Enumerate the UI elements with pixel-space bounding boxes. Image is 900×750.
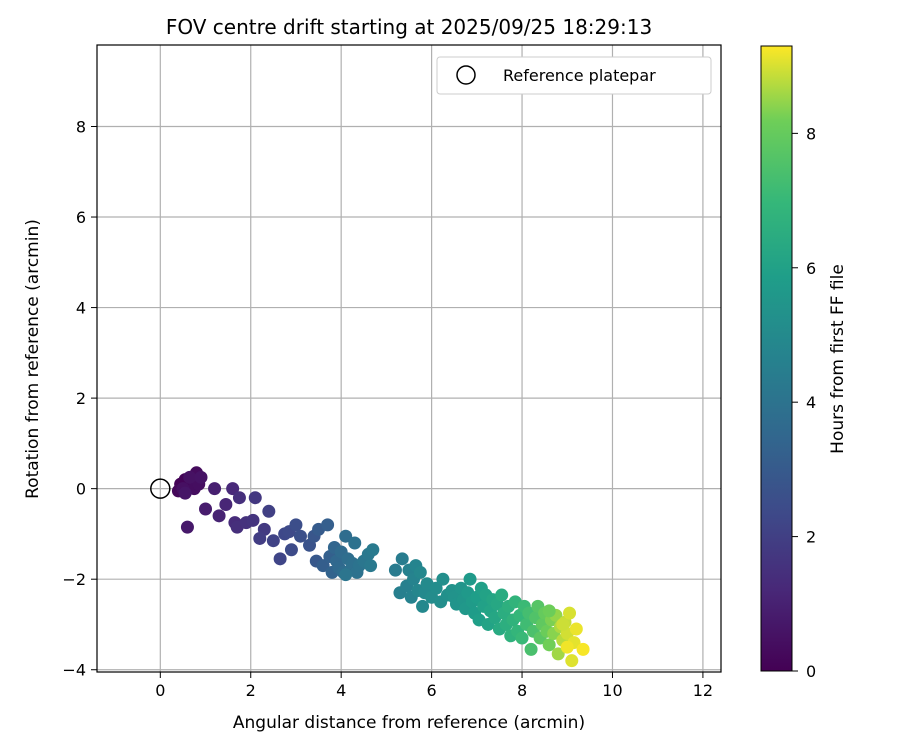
data-point — [284, 543, 298, 557]
data-point — [321, 518, 335, 532]
y-tick-label: 0 — [76, 480, 86, 499]
data-point — [395, 552, 409, 566]
data-point — [262, 504, 276, 518]
y-tick-label: 8 — [76, 117, 86, 136]
reference-marker-layer — [150, 478, 171, 499]
colorbar-gradient — [760, 45, 793, 672]
colorbar-tick-label: 6 — [806, 259, 816, 278]
data-point — [542, 604, 556, 618]
legend-entry-reference: Reference platepar — [503, 66, 656, 85]
colorbar-tick-label: 2 — [806, 528, 816, 547]
chart-title: FOV centre drift starting at 2025/09/25 … — [166, 15, 652, 39]
colorbar-tick-label: 0 — [806, 662, 816, 681]
y-tick-label: 6 — [76, 208, 86, 227]
data-point — [569, 622, 583, 636]
data-point — [339, 568, 353, 582]
data-point — [576, 642, 590, 656]
data-point — [565, 654, 579, 668]
plot-frame — [96, 44, 722, 673]
grid — [97, 45, 721, 672]
data-point — [293, 529, 307, 543]
legend-box — [436, 56, 712, 95]
data-point — [194, 470, 208, 484]
data-point — [413, 565, 427, 579]
data-point — [219, 497, 233, 511]
data-point — [253, 531, 267, 545]
y-tick-label: −2 — [62, 570, 86, 589]
data-point — [495, 588, 509, 602]
colorbar-tick-label: 4 — [806, 393, 816, 412]
data-point — [246, 513, 260, 527]
x-tick-label: 10 — [602, 681, 622, 700]
x-axis-label: Angular distance from reference (arcmin) — [233, 713, 585, 733]
data-point — [180, 520, 194, 534]
data-point — [556, 617, 570, 631]
colorbar-ticks: 0 2 4 6 8 — [792, 124, 816, 681]
data-point — [388, 563, 402, 577]
data-point — [551, 647, 565, 661]
data-point — [273, 552, 287, 566]
x-tick-label: 12 — [693, 681, 713, 700]
data-point — [463, 572, 477, 586]
data-point — [515, 631, 529, 645]
data-point — [266, 534, 280, 548]
colorbar-label: Hours from first FF file — [828, 264, 848, 454]
data-point — [178, 486, 192, 500]
x-tick-label: 8 — [517, 681, 527, 700]
x-tick-label: 6 — [427, 681, 437, 700]
data-point — [289, 518, 303, 532]
data-point — [199, 502, 213, 516]
data-point — [208, 482, 222, 496]
y-axis-label: Rotation from reference (arcmin) — [23, 219, 43, 499]
data-point — [183, 470, 197, 484]
x-tick-label: 0 — [155, 681, 165, 700]
x-tick-label: 2 — [246, 681, 256, 700]
y-tick-label: −4 — [62, 661, 86, 680]
reference-platepar-marker — [150, 478, 171, 499]
legend: Reference platepar — [436, 56, 712, 95]
data-point — [524, 642, 538, 656]
data-point — [436, 572, 450, 586]
data-point — [248, 491, 262, 505]
y-tick-label: 4 — [76, 299, 86, 318]
data-point — [339, 529, 353, 543]
data-point — [226, 482, 240, 496]
data-point — [348, 536, 362, 550]
x-tick-label: 4 — [336, 681, 346, 700]
data-point — [316, 559, 330, 573]
data-point — [560, 640, 574, 654]
data-point — [416, 599, 430, 613]
colorbar-tick-label: 8 — [806, 124, 816, 143]
scatter-points — [171, 466, 590, 668]
legend-reference-marker — [456, 65, 476, 85]
y-tick-label: 2 — [76, 389, 86, 408]
data-point — [542, 638, 556, 652]
data-point — [364, 559, 378, 573]
data-point — [366, 543, 380, 557]
data-point — [563, 606, 577, 620]
data-point — [212, 509, 226, 523]
colorbar: 0 2 4 6 8 Hours from first FF file — [760, 45, 848, 681]
axis-ticks: 0 2 4 6 8 10 12 −4 −2 0 2 4 6 8 — [62, 117, 713, 700]
data-point — [429, 581, 443, 595]
data-point — [232, 491, 246, 505]
